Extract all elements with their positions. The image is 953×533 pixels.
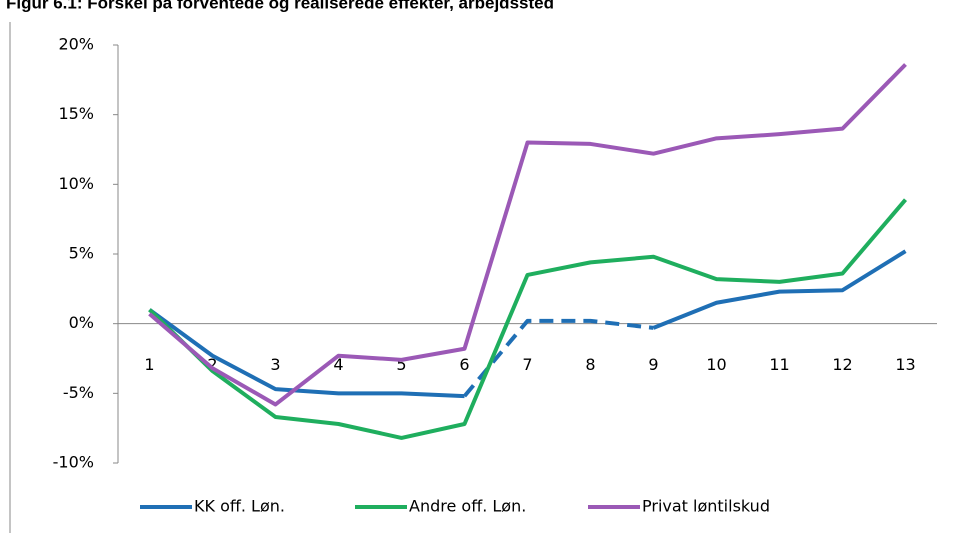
legend-label: Andre off. Løn. — [409, 497, 526, 516]
x-tick-label: 8 — [585, 355, 595, 374]
x-tick-label: 13 — [895, 355, 915, 374]
series-line — [148, 198, 908, 440]
x-tick-label: 6 — [459, 355, 469, 374]
x-tick-label: 1 — [144, 355, 154, 374]
x-tick-label: 10 — [706, 355, 726, 374]
x-tick-label: 12 — [832, 355, 852, 374]
y-tick-label: 10% — [58, 174, 94, 193]
x-tick-label: 11 — [769, 355, 789, 374]
x-tick-label: 9 — [648, 355, 658, 374]
y-tick-label: -10% — [53, 453, 94, 472]
x-tick-label: 2 — [207, 355, 217, 374]
legend-label: KK off. Løn. — [194, 497, 285, 516]
x-tick-label: 7 — [522, 355, 532, 374]
series-line — [148, 308, 465, 399]
y-tick-label: 5% — [69, 244, 94, 263]
x-tick-label: 3 — [270, 355, 280, 374]
series-line — [148, 63, 907, 407]
series-line — [652, 249, 907, 330]
series-line — [462, 318, 654, 398]
chart-title: Figur 6.1: Forskel på forventede og real… — [6, 0, 554, 12]
y-tick-label: 20% — [58, 35, 94, 54]
legend-label: Privat løntilskud — [642, 497, 770, 516]
x-tick-label: 5 — [396, 355, 406, 374]
y-tick-label: 15% — [58, 104, 94, 123]
y-tick-label: -5% — [63, 383, 94, 402]
y-tick-label: 0% — [69, 313, 94, 332]
x-tick-label: 4 — [333, 355, 343, 374]
